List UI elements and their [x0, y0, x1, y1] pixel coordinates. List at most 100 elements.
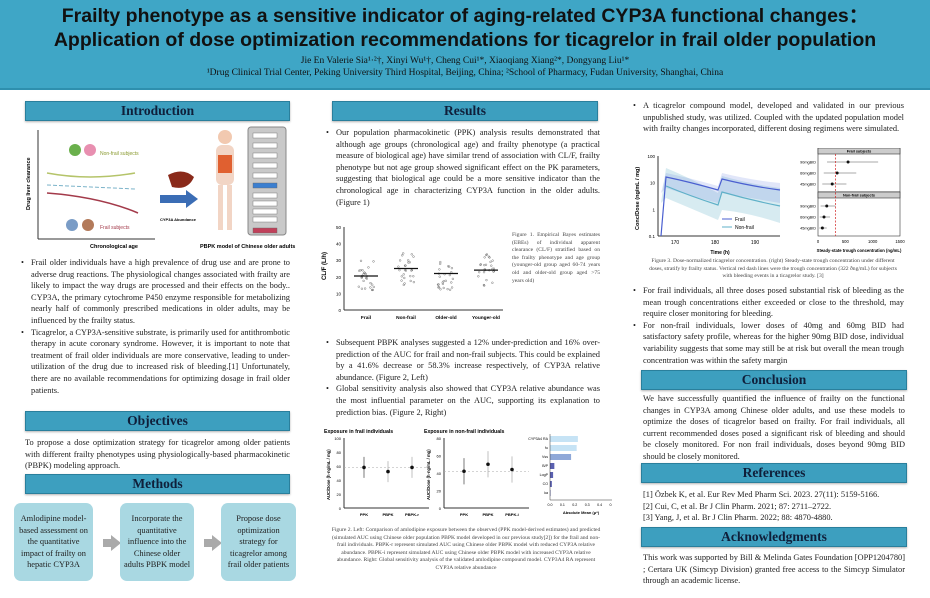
reference-item: [1] Özbek K, et al. Eur Rev Med Pharm Sc… [643, 490, 880, 499]
dose-label: 90mgBID [800, 161, 816, 165]
data-point [442, 286, 445, 290]
results-bullet-1: Our population pharmacokinetic (PPK) ana… [325, 127, 600, 208]
y-tick-label: 10 [650, 181, 656, 186]
y-axis-label: Drug liver clearance [26, 157, 32, 210]
reference-item: [3] Yang, J, et al. Br J Clin Pharm. 202… [643, 513, 833, 523]
figure-3-caption: Figure 3. Dose-normalized ticagrelor con… [649, 258, 897, 280]
data-point [359, 259, 363, 262]
data-point [397, 265, 400, 268]
data-point [407, 261, 410, 264]
objectives-heading: Objectives [25, 411, 290, 431]
bullet: For frail individuals, all three doses p… [632, 285, 904, 320]
figure-1-scatter: CL/F (L/h) 0 10 20 30 40 50 Frail Non-frail Older… [322, 225, 503, 321]
data-point [485, 279, 488, 282]
sensitivity-bar [550, 454, 572, 460]
references-heading: References [641, 463, 907, 483]
frail-line [660, 176, 781, 237]
data-point [437, 286, 440, 289]
nonfrail-line [665, 185, 781, 207]
data-point [451, 277, 454, 280]
data-point [402, 273, 405, 276]
x-tick-label: Older-old [435, 315, 456, 321]
y-tick-label: 80 [437, 436, 442, 441]
data-point [400, 279, 403, 282]
data-point [400, 275, 403, 278]
data-point [448, 273, 451, 277]
data-point [442, 280, 445, 283]
data-point [364, 287, 367, 290]
data-point [371, 288, 374, 292]
data-point [450, 286, 454, 289]
results-heading: Results [332, 101, 598, 121]
introduction-figure: Drug liver clearance Chronological age N… [26, 126, 295, 250]
data-point [362, 273, 365, 276]
panel-strip [817, 148, 901, 155]
figure-1-caption: Figure 1. Empirical Bayes estimates (EBE… [512, 232, 600, 284]
affiliations: ¹Drug Clinical Trial Center, Peking Univ… [206, 68, 724, 78]
data-point [402, 252, 405, 255]
parameter-label: B/P [542, 464, 548, 468]
y-tick-label: 20 [437, 489, 442, 494]
mean-point [835, 171, 839, 175]
data-point [436, 283, 440, 286]
conclusion-text: We have successfully quantified the infl… [643, 394, 905, 461]
x-tick-label: PBPK-i [505, 512, 519, 517]
x-tick-label: Non-frail [396, 315, 416, 321]
panel-title: Frail subjects [847, 150, 871, 154]
data-point [482, 271, 486, 274]
data-point [360, 287, 364, 290]
mean-point [825, 204, 829, 208]
data-point [490, 264, 493, 267]
human-body-icon [216, 130, 234, 230]
data-point [399, 259, 402, 262]
x-tick-label: PPK [360, 512, 368, 517]
nonfrail-person-icon [84, 144, 96, 156]
x-tick-label: PBPK [382, 512, 393, 517]
data-point [358, 269, 361, 272]
data-point [410, 253, 413, 256]
y-axis-label: Conc/Dose (ng/mL / mg) [635, 167, 641, 230]
parameter-label: fu [545, 446, 548, 450]
right-bullets-2: For frail individuals, all three doses p… [632, 285, 904, 366]
right-bullet-1: A ticagrelor compound model, developed a… [632, 100, 904, 135]
y-tick-label: 0 [338, 308, 341, 313]
x-tick-label: 0.5 [610, 503, 613, 507]
data-point [483, 264, 486, 267]
y-tick-label: 50 [336, 225, 342, 230]
mean-point [830, 182, 834, 186]
mean-point [820, 226, 824, 230]
acknowledgments-text: This work was supported by Bill & Melind… [643, 553, 905, 586]
x-axis-label: Steady-state trough concentration (ng/mL… [817, 248, 902, 253]
data-point [372, 260, 375, 263]
bullet: Subsequent PBPK analyses suggested a 12%… [325, 337, 600, 383]
x-axis-label: Time (h) [710, 250, 730, 256]
data-point [483, 256, 486, 259]
x-tick-label: PPK [460, 512, 468, 517]
frail-curve [46, 192, 139, 214]
panel-title: Non-frail subjects [843, 194, 875, 198]
frail-person-icon [82, 219, 94, 231]
reference-item: [2] Cui, C, et al. Br J Clin Pharm. 2021… [643, 501, 832, 511]
panel-title: Exposure in frail individuals [324, 429, 393, 435]
data-point [369, 286, 372, 289]
data-point [398, 269, 401, 272]
panel-title: Exposure in non-frail individuals [424, 429, 505, 435]
poster-title: Frailty phenotype as a sensitive indicat… [0, 0, 930, 52]
mean-point [410, 465, 414, 470]
dose-label: 90mgBID [800, 205, 816, 209]
data-point [412, 255, 415, 258]
data-point [410, 269, 413, 272]
bullet: Ticagrelor, a CYP3A-sensitive substrate,… [20, 327, 290, 397]
data-point [361, 269, 364, 272]
introduction-heading: Introduction [25, 101, 290, 121]
y-tick-label: 0 [339, 506, 342, 511]
data-point [447, 265, 450, 268]
pbpk-label: PBPK model of Chinese older adults [200, 244, 295, 250]
data-point [439, 262, 442, 265]
data-point [403, 276, 406, 280]
mean-point [510, 467, 514, 472]
data-point [363, 271, 366, 274]
x-tick-label: PBPK [482, 512, 493, 517]
sensitivity-bar [550, 472, 554, 478]
y-tick-label: 20 [337, 492, 342, 497]
